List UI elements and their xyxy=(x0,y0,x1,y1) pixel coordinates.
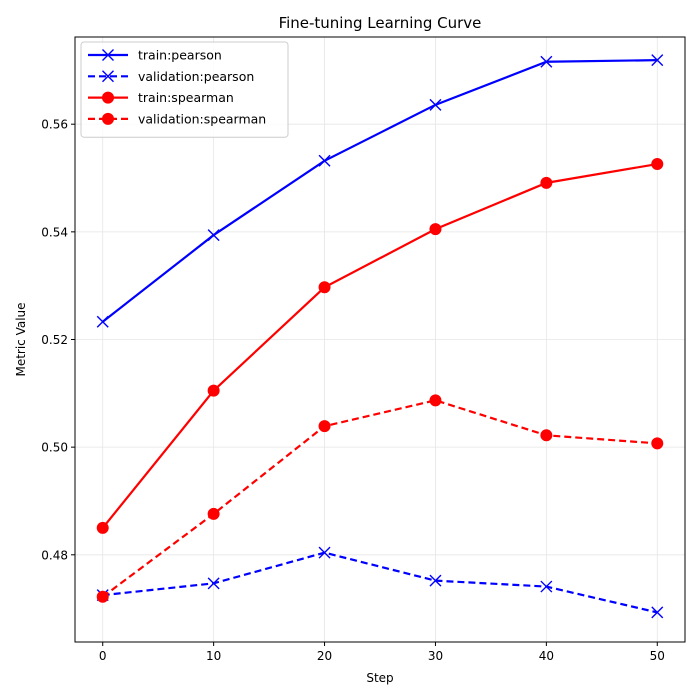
x-tick-label: 0 xyxy=(99,649,107,663)
data-point xyxy=(207,577,220,590)
data-point xyxy=(318,420,331,433)
data-point xyxy=(96,315,109,328)
legend-item: train:spearman xyxy=(88,90,234,105)
series-layer xyxy=(96,54,664,619)
data-point xyxy=(651,54,664,67)
legend-marker xyxy=(102,70,114,83)
data-point xyxy=(207,507,220,520)
ticks: 0 10 20 30 40 50 0.48 0.50 0.52 0.54 0.56 xyxy=(41,118,665,663)
series-train-pearson xyxy=(96,54,664,328)
series-validation-pearson xyxy=(96,546,664,619)
data-point xyxy=(540,429,553,442)
series-line xyxy=(102,399,658,598)
legend-marker xyxy=(102,49,114,61)
x-tick-label: 30 xyxy=(428,649,443,663)
y-tick-label: 0.50 xyxy=(41,441,68,455)
y-tick-label: 0.48 xyxy=(41,548,68,562)
series-line xyxy=(101,162,658,529)
data-point xyxy=(429,574,442,587)
data-point xyxy=(540,55,553,68)
y-tick-label: 0.54 xyxy=(41,225,68,239)
legend-label: validation:pearson xyxy=(138,69,254,84)
y-axis-label: Metric Value xyxy=(14,302,28,376)
x-tick-label: 20 xyxy=(317,649,332,663)
data-point xyxy=(651,606,664,619)
legend: train:pearson validation:pearson train:spe… xyxy=(80,41,289,138)
series-validation-spearman xyxy=(96,394,664,603)
x-tick-label: 40 xyxy=(539,649,554,663)
data-point xyxy=(207,384,220,397)
data-point xyxy=(318,281,331,294)
series-train-spearman xyxy=(96,158,664,534)
data-point xyxy=(96,521,109,534)
data-point xyxy=(540,176,553,189)
legend-label: validation:spearman xyxy=(138,111,266,126)
x-axis-label: Step xyxy=(366,671,393,685)
legend-marker xyxy=(102,112,114,125)
chart-title: Fine-tuning Learning Curve xyxy=(279,14,482,32)
data-point xyxy=(429,394,442,407)
x-tick-label: 50 xyxy=(650,649,665,663)
legend-box xyxy=(80,41,289,138)
series-line xyxy=(102,59,658,323)
y-tick-label: 0.52 xyxy=(41,333,68,347)
legend-label: train:pearson xyxy=(138,48,222,63)
data-point xyxy=(207,229,220,242)
y-tick-label: 0.56 xyxy=(41,118,68,132)
data-point xyxy=(651,158,664,171)
data-point xyxy=(318,154,331,167)
legend-marker xyxy=(102,91,114,104)
legend-item: validation:spearman xyxy=(88,111,266,126)
data-point xyxy=(651,437,664,450)
legend-item: train:pearson xyxy=(88,48,222,63)
data-point xyxy=(96,590,109,603)
legend-label: train:spearman xyxy=(138,90,234,105)
series-line xyxy=(102,551,658,614)
legend-item: validation:pearson xyxy=(88,69,254,84)
data-point xyxy=(429,223,442,236)
x-tick-label: 10 xyxy=(206,649,221,663)
data-point xyxy=(429,98,442,111)
data-point xyxy=(540,580,553,593)
data-point xyxy=(318,546,331,559)
